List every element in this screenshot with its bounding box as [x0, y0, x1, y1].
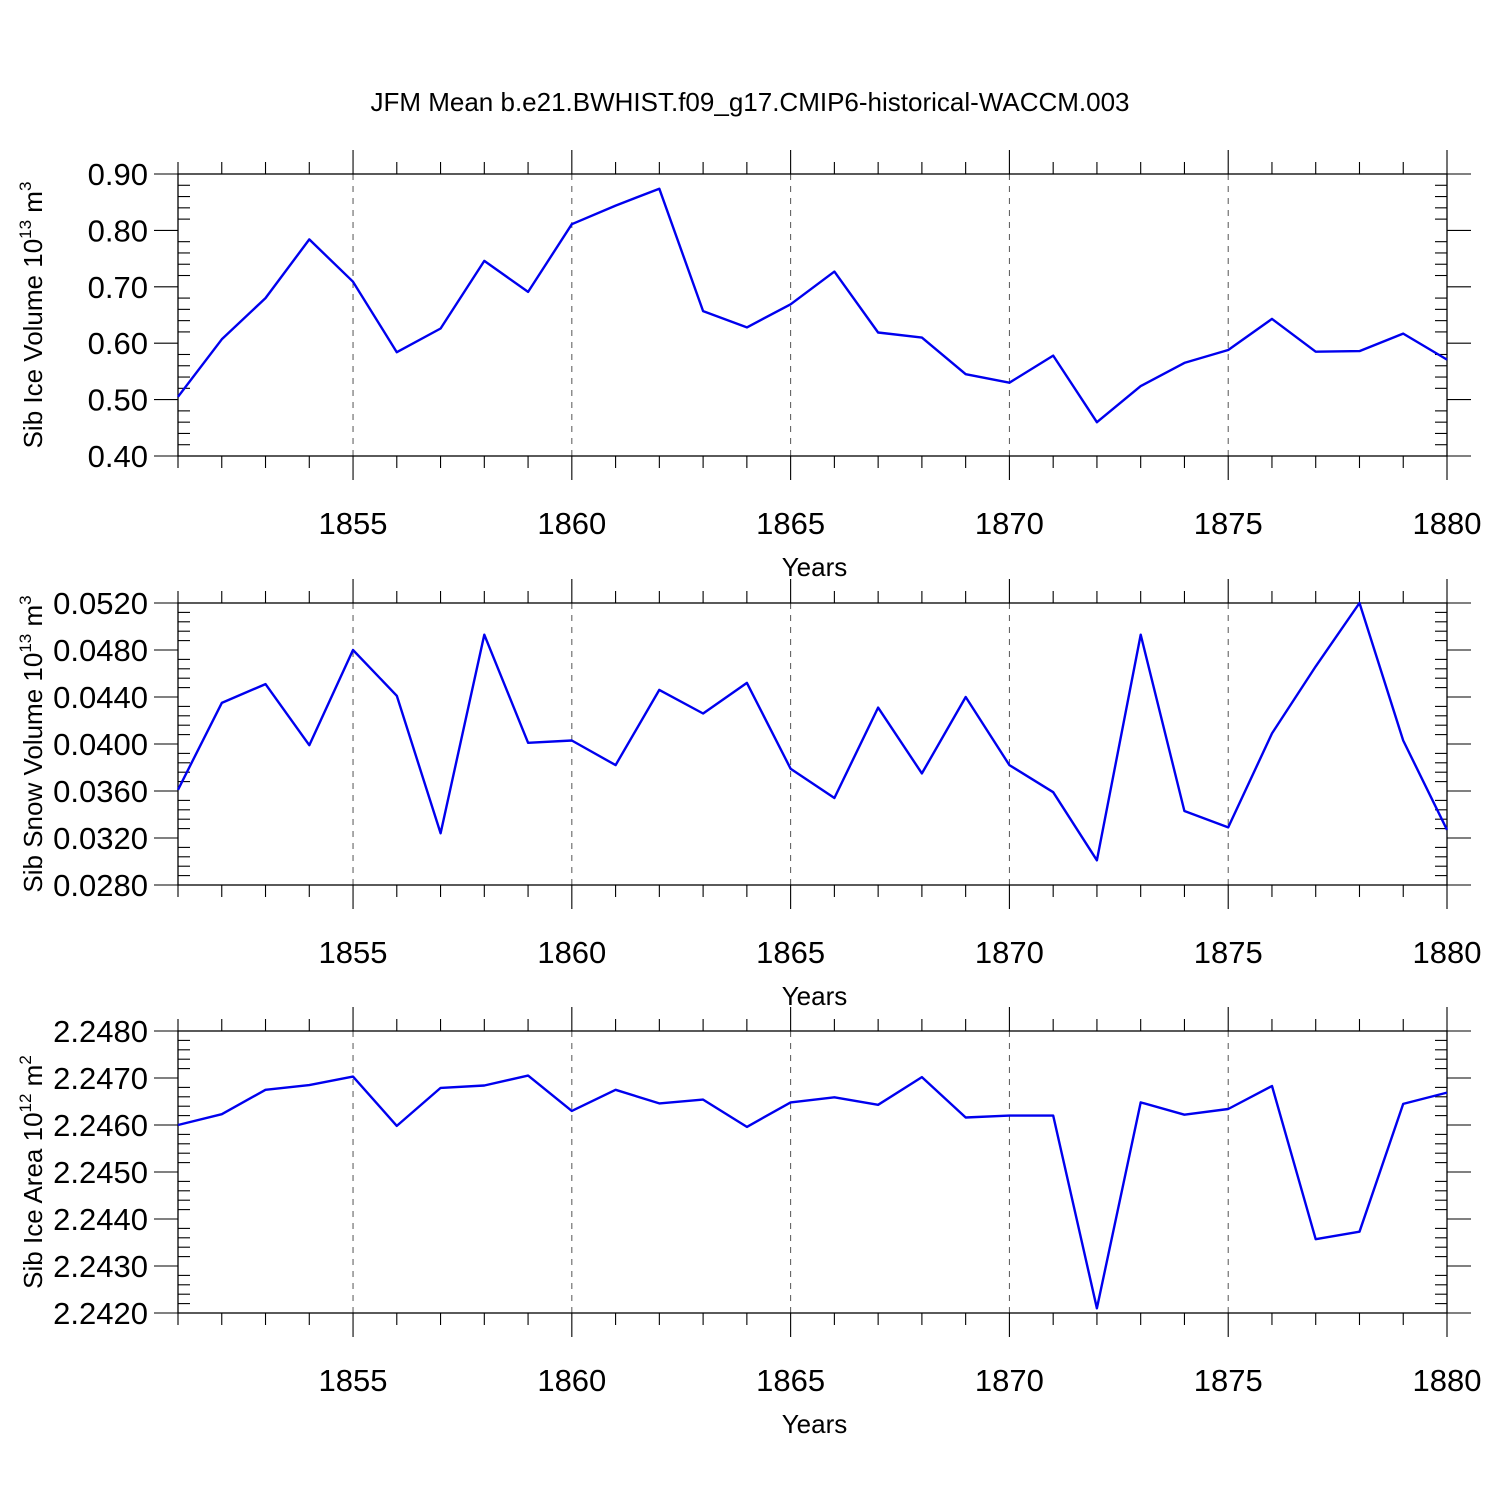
x-axis-label: Years — [782, 1409, 848, 1439]
x-axis-label: Years — [782, 981, 848, 1011]
y-axis-label-text: Sib Snow Volume 10 — [18, 653, 48, 893]
x-tick-label: 1870 — [975, 935, 1044, 970]
y-tick-label: 0.50 — [88, 383, 148, 418]
x-tick-label: 1855 — [319, 506, 388, 541]
y-tick-label: 0.0280 — [53, 868, 148, 903]
y-tick-label: 0.0400 — [53, 727, 148, 762]
y-tick-label: 0.0320 — [53, 821, 148, 856]
y-axis-label-unit-exponent: 3 — [16, 595, 35, 604]
x-tick-label: 1865 — [756, 935, 825, 970]
y-axis-label: Sib Snow Volume 1013 m3 — [16, 595, 48, 892]
y-axis-label-text: Sib Ice Volume 10 — [18, 239, 48, 449]
panel-3: 1855 1860 1865 1870 1875 1880 2.2420 2.2430 2.24… — [16, 1007, 1481, 1439]
y-tick-label: 0.80 — [88, 213, 148, 248]
x-tick-label: 1855 — [319, 935, 388, 970]
y-axis-label: Sib Ice Volume 1013 m3 — [16, 182, 48, 449]
y-axis-label: Sib Ice Area 1012 m2 — [16, 1055, 48, 1289]
panel-1: 1855 1860 1865 1870 1875 1880 0.40 0.50 0.60 0.70… — [16, 150, 1481, 582]
y-axis-label-exponent: 13 — [16, 220, 35, 239]
x-tick-label: 1880 — [1413, 1363, 1482, 1398]
x-tick-label: 1860 — [537, 506, 606, 541]
y-tick-label: 2.2480 — [53, 1014, 148, 1049]
x-tick-label: 1860 — [537, 935, 606, 970]
y-tick-label: 2.2450 — [53, 1155, 148, 1190]
x-tick-label: 1880 — [1413, 935, 1482, 970]
y-tick-label: 0.0480 — [53, 633, 148, 668]
y-tick-label: 0.40 — [88, 439, 148, 474]
x-tick-label: 1875 — [1194, 935, 1263, 970]
plot-frame — [177, 602, 1448, 886]
x-tick-label: 1865 — [756, 506, 825, 541]
y-axis-label-exponent: 12 — [16, 1094, 35, 1113]
y-tick-label: 2.2460 — [53, 1108, 148, 1143]
series-line — [177, 1074, 1448, 1310]
x-tick-label: 1860 — [537, 1363, 606, 1398]
y-tick-label: 2.2420 — [53, 1296, 148, 1331]
y-axis-label-unit: m — [18, 605, 48, 634]
y-tick-label: 0.0360 — [53, 774, 148, 809]
x-tick-label: 1875 — [1194, 1363, 1263, 1398]
y-tick-label: 0.60 — [88, 326, 148, 361]
y-axis-label-unit-exponent: 3 — [16, 182, 35, 191]
chart-panels: 1855 1860 1865 1870 1875 1880 0.40 0.50 0.60 0.70… — [16, 150, 1481, 1439]
y-tick-label: 0.70 — [88, 270, 148, 305]
x-tick-label: 1865 — [756, 1363, 825, 1398]
y-tick-label: 0.0440 — [53, 680, 148, 715]
y-axis-label-text: Sib Ice Area 10 — [18, 1112, 48, 1288]
x-tick-label: 1855 — [319, 1363, 388, 1398]
y-axis-label-unit-exponent: 2 — [16, 1055, 35, 1064]
series-line — [177, 187, 1448, 424]
y-axis-label-exponent: 13 — [16, 634, 35, 653]
y-tick-label: 0.0520 — [53, 586, 148, 621]
x-tick-label: 1870 — [975, 506, 1044, 541]
x-tick-label: 1880 — [1413, 506, 1482, 541]
chart-title: JFM Mean b.e21.BWHIST.f09_g17.CMIP6-hist… — [370, 87, 1129, 117]
panel-2: 1855 1860 1865 1870 1875 1880 0.0280 0.0320 0.03… — [16, 579, 1481, 1011]
y-axis-label-unit: m — [18, 1065, 48, 1094]
y-tick-label: 0.90 — [88, 157, 148, 192]
y-tick-label: 2.2470 — [53, 1061, 148, 1096]
y-tick-label: 2.2440 — [53, 1202, 148, 1237]
plot-frame — [177, 1030, 1448, 1314]
x-tick-label: 1875 — [1194, 506, 1263, 541]
series-line — [176, 601, 1449, 862]
x-axis-label: Years — [782, 552, 848, 582]
y-tick-label: 2.2430 — [53, 1249, 148, 1284]
plot-frame — [177, 173, 1448, 457]
x-tick-label: 1870 — [975, 1363, 1044, 1398]
y-axis-label-unit: m — [18, 191, 48, 220]
